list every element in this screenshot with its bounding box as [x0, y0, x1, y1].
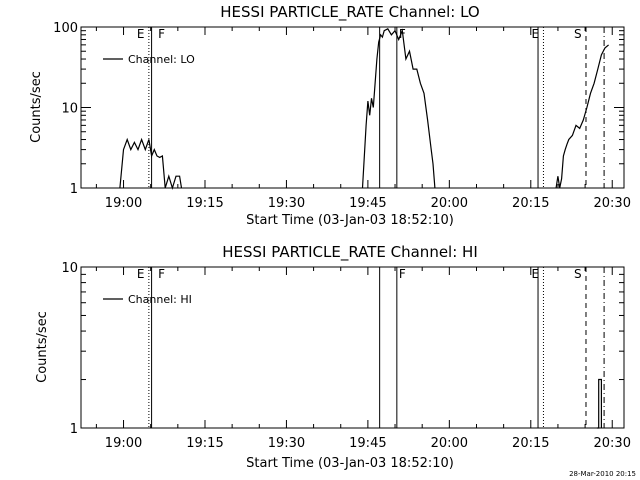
- panel-lo-x-tick-label: 20:00: [431, 196, 468, 211]
- panel-hi-x-axis-label: Start Time (03-Jan-03 18:52:10): [246, 456, 454, 471]
- panel-lo-x-axis-label: Start Time (03-Jan-03 18:52:10): [246, 213, 454, 228]
- panel-lo: HESSI PARTICLE_RATE Channel: LO 1 10 100 19…: [29, 3, 631, 228]
- panel-lo-series-line: [361, 28, 436, 189]
- panel-lo-y-tick-label: 1: [70, 182, 78, 197]
- panel-lo-x-tick-label: 19:15: [186, 196, 223, 211]
- panel-lo-event-label: S: [574, 27, 582, 41]
- panel-hi-y-tick-label: 10: [61, 261, 78, 276]
- panel-hi-title: HESSI PARTICLE_RATE Channel: HI: [222, 243, 478, 262]
- panel-lo-event-label: F: [158, 27, 165, 41]
- panel-lo-x-tick-label: 19:45: [349, 196, 386, 211]
- panel-hi-x-tick-label: 19:15: [186, 436, 223, 451]
- panel-hi-series-line: [596, 378, 603, 429]
- panel-lo-title: HESSI PARTICLE_RATE Channel: LO: [220, 3, 479, 22]
- panel-lo-x-tick-label: 19:30: [268, 196, 305, 211]
- panel-hi-plot-frame: [80, 266, 625, 429]
- panel-lo-series-line: [119, 137, 183, 191]
- panel-lo-x-tick-label: 20:15: [512, 196, 549, 211]
- panel-hi-x-tick-label: 20:15: [512, 436, 549, 451]
- panel-hi-event-label: S: [574, 267, 582, 281]
- panel-lo-y-axis-label: Counts/sec: [29, 71, 44, 143]
- panel-hi-y-tick-label: 1: [70, 422, 78, 437]
- panel-lo-x-tick-label: 19:00: [105, 196, 142, 211]
- panel-lo-x-tick-label: 20:30: [594, 196, 631, 211]
- panel-hi-event-label: F: [158, 267, 165, 281]
- panel-hi-event-label: E: [531, 267, 539, 281]
- footer-timestamp: 28-Mar-2010 20:15: [569, 470, 636, 478]
- panel-hi: HESSI PARTICLE_RATE Channel: HI 1 10 19:00…: [35, 243, 631, 471]
- panel-lo-y-tick-label: 100: [53, 21, 78, 36]
- panel-lo-event-label: E: [137, 27, 145, 41]
- panel-lo-plot-area: 1 10 100 19:00 19:15 19:30 19:45 20:00 20:15 20:3…: [53, 21, 631, 211]
- panel-hi-y-axis-label: Counts/sec: [35, 311, 50, 383]
- panel-hi-x-tick-label: 19:30: [268, 436, 305, 451]
- panel-lo-series-line: [555, 44, 609, 189]
- panel-lo-legend-label: Channel: LO: [128, 53, 195, 66]
- panel-hi-x-tick-label: 20:00: [431, 436, 468, 451]
- panel-hi-event-label: E: [137, 267, 145, 281]
- panel-hi-x-tick-label: 19:00: [105, 436, 142, 451]
- panel-lo-event-label: E: [531, 27, 539, 41]
- panel-hi-event-label: F: [399, 267, 406, 281]
- panel-hi-legend-label: Channel: HI: [128, 293, 192, 306]
- panel-hi-x-tick-label: 19:45: [349, 436, 386, 451]
- panel-hi-x-tick-label: 20:30: [594, 436, 631, 451]
- panel-lo-y-tick-label: 10: [61, 102, 78, 117]
